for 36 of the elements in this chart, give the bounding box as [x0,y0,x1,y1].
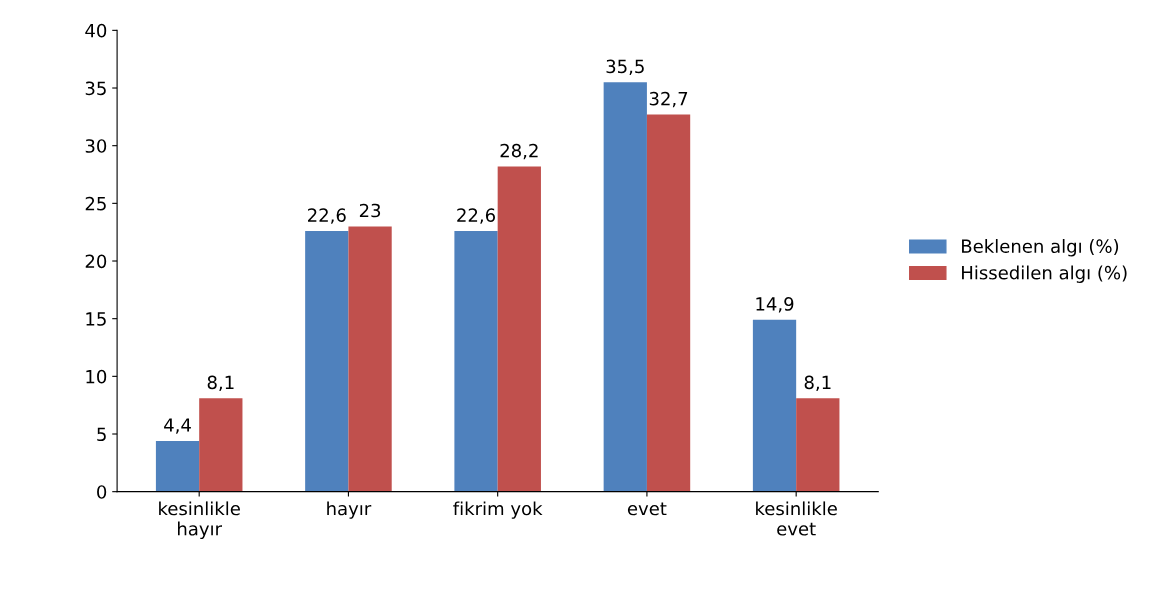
bar [497,166,541,492]
x-tick-label: kesinlikle evet [756,501,837,536]
bar [305,231,349,492]
data-label: 23 [359,203,381,218]
data-label: 35,5 [606,59,644,76]
y-tick-label: 5 [97,427,106,442]
bar [603,82,647,492]
data-label: 22,6 [457,208,495,224]
bar [752,319,797,492]
x-tick-label: evet [627,502,667,516]
x-tick-label: fikrim yok [453,501,543,519]
data-label: 4,4 [164,418,191,434]
x-tick-label: kesinlikle hayır [159,501,240,540]
bar [454,231,498,492]
bar [155,440,200,492]
y-tick-label: 20 [85,254,107,269]
y-tick-label: 15 [86,312,106,326]
data-label: 14,9 [756,297,794,313]
y-tick-label: 35 [85,81,106,96]
bar [646,114,691,492]
data-label: 8,1 [207,375,234,392]
bar [199,398,243,492]
data-label: 32,7 [649,91,688,108]
y-tick-label: 0 [97,485,107,499]
bar [796,398,840,492]
data-label: 22,6 [308,208,346,224]
y-tick-label: 25 [85,196,106,211]
bar [348,226,392,492]
y-tick-label: 40 [85,23,107,38]
x-tick-label: hayır [327,501,372,519]
legend-label: Hissedilen algı (%) [962,265,1127,283]
data-label: 28,2 [500,143,538,160]
y-tick-label: 10 [86,369,107,384]
legend-label: Beklenen algı (%) [962,239,1119,257]
data-label: 8,1 [804,375,831,392]
y-tick-label: 30 [85,139,107,153]
